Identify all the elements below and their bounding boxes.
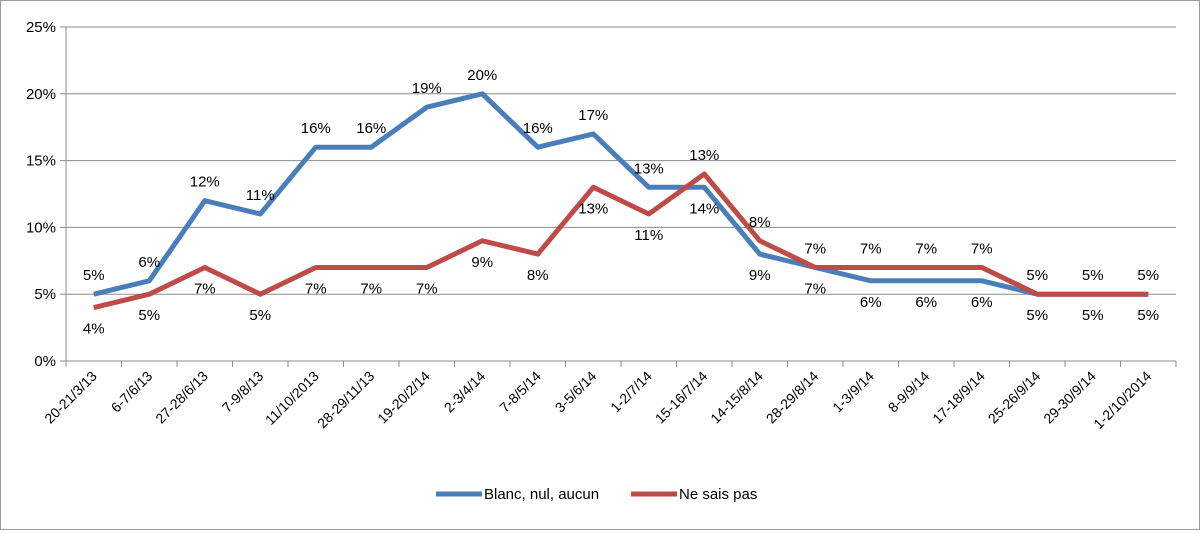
x-tick-label: 7-8/5/14 xyxy=(496,368,544,416)
data-label-ne-sais-pas: 11% xyxy=(634,227,663,244)
data-label-ne-sais-pas: 13% xyxy=(578,200,608,217)
data-label-ne-sais-pas: 7% xyxy=(804,280,826,297)
data-label-ne-sais-pas: 7% xyxy=(971,240,993,257)
y-axis: 0% 5% 10% 15% 20% 25% xyxy=(26,19,67,370)
data-label-blanc-nul-aucun: 6% xyxy=(138,254,160,271)
y-tick-label: 20% xyxy=(26,86,56,103)
x-tick-label: 1-2/7/14 xyxy=(607,368,655,416)
y-tick-label: 10% xyxy=(26,219,56,236)
data-label-blanc-nul-aucun: 14% xyxy=(689,200,719,217)
x-tick-label: 15-16/7/14 xyxy=(652,368,711,427)
x-tick-label: 28-29/8/14 xyxy=(763,368,822,427)
y-tick-label: 25% xyxy=(26,19,56,36)
data-label-ne-sais-pas: 5% xyxy=(1137,307,1159,324)
data-label-blanc-nul-aucun: 12% xyxy=(190,174,220,191)
data-label-blanc-nul-aucun: 5% xyxy=(1082,267,1104,284)
data-label-blanc-nul-aucun: 16% xyxy=(356,120,386,137)
x-tick-label: 20-21/3/13 xyxy=(41,368,100,427)
legend-label-ne-sais-pas: Ne sais pas xyxy=(679,486,757,503)
data-label-ne-sais-pas: 8% xyxy=(527,267,549,284)
data-label-ne-sais-pas: 9% xyxy=(471,254,493,271)
x-tick-label: 14-15/8/14 xyxy=(707,368,766,427)
x-tick-label: 7-9/8/13 xyxy=(219,368,267,416)
data-label-blanc-nul-aucun: 11% xyxy=(246,187,275,204)
data-label-blanc-nul-aucun: 5% xyxy=(1026,267,1048,284)
y-tick-label: 5% xyxy=(34,286,56,303)
x-tick-label: 19-20/2/14 xyxy=(374,368,433,427)
series-line-ne-sais-pas xyxy=(93,171,1149,311)
data-label-ne-sais-pas: 4% xyxy=(83,321,105,338)
data-label-ne-sais-pas: 7% xyxy=(915,240,937,257)
data-label-ne-sais-pas: 5% xyxy=(1026,307,1048,324)
y-tick-label: 15% xyxy=(26,153,56,170)
data-label-ne-sais-pas: 7% xyxy=(360,280,382,297)
x-tick-label: 29-30/9/14 xyxy=(1040,368,1099,427)
data-label-blanc-nul-aucun: 6% xyxy=(971,294,993,311)
data-label-blanc-nul-aucun: 17% xyxy=(578,107,608,124)
data-label-blanc-nul-aucun: 16% xyxy=(301,120,331,137)
data-label-ne-sais-pas: 7% xyxy=(194,280,216,297)
x-tick-label: 28-29/11/13 xyxy=(314,368,378,432)
data-label-blanc-nul-aucun: 16% xyxy=(523,120,553,137)
series-line-blanc-nul-aucun xyxy=(93,91,1149,297)
data-label-blanc-nul-aucun: 20% xyxy=(467,67,497,84)
data-label-blanc-nul-aucun: 5% xyxy=(1137,267,1159,284)
data-label-ne-sais-pas: 5% xyxy=(138,307,160,324)
x-tick-label: 17-18/9/14 xyxy=(929,368,988,427)
gridlines xyxy=(66,26,1176,362)
data-labels: 5% 4% 6% 5% 12% 7% 11% 5% 16% 7% 16% 7% 19% 7% 20% 9% 16… xyxy=(83,67,1159,338)
data-label-ne-sais-pas: 5% xyxy=(249,307,271,324)
data-label-ne-sais-pas: 7% xyxy=(305,280,327,297)
x-tick-label: 3-5/6/14 xyxy=(552,368,600,416)
series-lines xyxy=(93,91,1149,311)
legend-label-blanc-nul-aucun: Blanc, nul, aucun xyxy=(484,486,599,503)
data-label-ne-sais-pas: 5% xyxy=(1082,307,1104,324)
x-tick-label: 6-7/6/13 xyxy=(108,368,156,416)
x-tick-label: 11/10/2013 xyxy=(262,368,322,428)
data-label-blanc-nul-aucun: 19% xyxy=(412,80,442,97)
x-tick-label: 2-3/4/14 xyxy=(441,368,489,416)
x-tick-label: 25-26/9/14 xyxy=(985,368,1044,427)
data-label-ne-sais-pas: 13% xyxy=(689,147,719,164)
data-label-ne-sais-pas: 7% xyxy=(416,280,438,297)
data-label-blanc-nul-aucun: 5% xyxy=(83,267,105,284)
x-tick-label: 27-28/6/13 xyxy=(152,368,211,427)
data-label-blanc-nul-aucun: 7% xyxy=(804,240,826,257)
data-label-blanc-nul-aucun: 6% xyxy=(860,294,882,311)
x-tick-label: 1-2/10/2014 xyxy=(1090,368,1154,432)
data-label-ne-sais-pas: 7% xyxy=(860,240,882,257)
data-label-blanc-nul-aucun: 13% xyxy=(634,160,664,177)
data-label-blanc-nul-aucun: 9% xyxy=(749,267,771,284)
x-tick-label: 8-9/9/14 xyxy=(885,368,933,416)
data-label-blanc-nul-aucun: 6% xyxy=(915,294,937,311)
x-tick-label: 1-3/9/14 xyxy=(829,368,877,416)
y-tick-label: 0% xyxy=(34,353,56,370)
legend: Blanc, nul, aucun Ne sais pas xyxy=(436,486,757,503)
data-label-ne-sais-pas: 8% xyxy=(749,214,771,231)
